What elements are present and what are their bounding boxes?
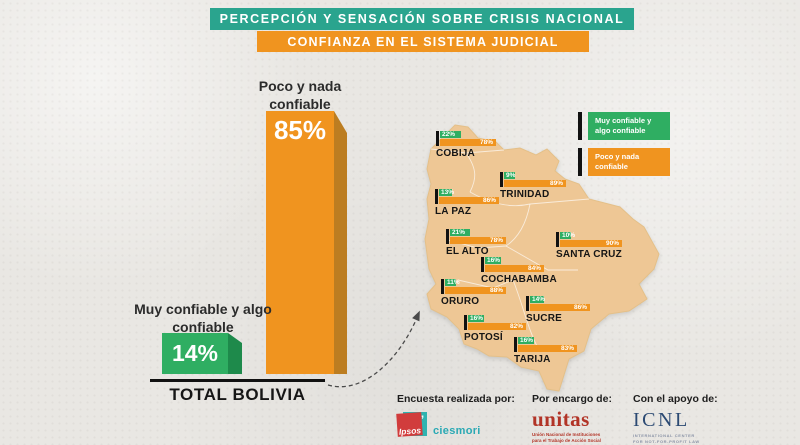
ipsos-logo-red-square: Ipsos xyxy=(396,412,423,437)
city-bar-muy-confiable: 16% xyxy=(485,257,501,264)
city-tick xyxy=(556,232,559,247)
city-marker: 16% 83% TARIJA xyxy=(514,337,577,365)
city-bar-poco-nada: 90% xyxy=(560,240,622,247)
bar-poco-nada xyxy=(266,111,347,374)
unitas-subtext-line1: Unión Nacional de Instituciones xyxy=(532,432,601,437)
subtitle: CONFIANZA EN EL SISTEMA JUDICIAL xyxy=(287,34,559,49)
bar-muy-confiable xyxy=(162,333,242,374)
total-bolivia-label: TOTAL BOLIVIA xyxy=(169,385,306,404)
bar-label-muy-confiable: Muy confiable y algo confiable xyxy=(134,301,272,336)
city-bar-poco-nada: 83% xyxy=(518,345,577,352)
city-name: TARIJA xyxy=(514,354,551,365)
city-bar-poco-nada: 78% xyxy=(450,237,506,244)
city-tick xyxy=(464,315,467,330)
city-tick xyxy=(446,229,449,244)
legend-tick xyxy=(578,112,582,140)
city-name: ORURO xyxy=(441,296,480,307)
chart-baseline xyxy=(150,379,325,382)
city-bar-muy-confiable: 14% xyxy=(530,296,546,303)
support-caption: Con el apoyo de: xyxy=(633,393,718,405)
city-bar-poco-nada: 82% xyxy=(468,323,526,330)
dashed-arrow xyxy=(327,310,420,388)
city-marker: 21% 78% EL ALTO xyxy=(446,229,506,257)
city-bar-muy-confiable: 22% xyxy=(440,131,461,138)
main-title: PERCEPCIÓN Y SENSACIÓN SOBRE CRISIS NACI… xyxy=(219,12,625,26)
city-bar-poco-nada: 88% xyxy=(445,287,506,294)
bar-muy-confiable-value: 14% xyxy=(171,340,219,366)
city-name: COBIJA xyxy=(436,148,475,159)
city-name: LA PAZ xyxy=(435,206,472,217)
subtitle-banner: CONFIANZA EN EL SISTEMA JUDICIAL xyxy=(257,31,589,52)
icnl-subtext-line2: FOR NOT-FOR-PROFIT LAW xyxy=(633,438,700,444)
bar-poco-nada-value: 85% xyxy=(273,115,327,145)
city-marker: 13% 86% LA PAZ xyxy=(435,189,499,217)
city-tick xyxy=(500,172,503,187)
bar-muy-confiable-3d-side xyxy=(228,333,242,374)
city-bar-poco-nada: 78% xyxy=(440,139,496,146)
legend-label-muy-confiable: Muy confiable y algo confiable xyxy=(588,112,670,140)
ipsos-logo-quote-glyph: ’ xyxy=(420,414,424,426)
city-bar-poco-nada: 86% xyxy=(530,304,590,311)
bar-label-poco-nada: Poco y nada confiable xyxy=(258,78,342,113)
legend-tick xyxy=(578,148,582,176)
city-marker: 10% 90% SANTA CRUZ xyxy=(556,232,622,260)
city-tick xyxy=(514,337,517,352)
city-name: SANTA CRUZ xyxy=(556,249,622,260)
city-marker: 22% 78% COBIJA xyxy=(436,131,496,159)
footer-surveyor: Encuesta realizada por: ’ Ipsos ciesmori xyxy=(396,393,515,437)
ipsos-logo: ’ Ipsos xyxy=(396,411,427,437)
icnl-subtext-line1: INTERNATIONAL CENTER xyxy=(633,433,695,438)
ipsos-wordmark: Ipsos xyxy=(398,425,422,437)
city-name: POTOSÍ xyxy=(464,332,503,343)
unitas-subtext-line2: para el Trabajo de Acción Social xyxy=(532,437,601,443)
city-name: SUCRE xyxy=(526,313,563,324)
city-bar-muy-confiable: 16% xyxy=(518,337,534,344)
bar-poco-nada-3d-side xyxy=(334,111,347,374)
city-tick xyxy=(441,279,444,294)
city-bar-muy-confiable: 10% xyxy=(560,232,576,239)
city-bar-poco-nada: 84% xyxy=(485,265,544,272)
city-tick xyxy=(436,131,439,146)
city-marker: 16% 82% POTOSÍ xyxy=(464,315,526,343)
bar-poco-nada-face xyxy=(266,111,334,374)
main-title-banner: PERCEPCIÓN Y SENSACIÓN SOBRE CRISIS NACI… xyxy=(210,8,634,30)
city-tick xyxy=(481,257,484,272)
city-bar-muy-confiable: 16% xyxy=(468,315,484,322)
city-tick xyxy=(526,296,529,311)
city-marker: 11% 88% ORURO xyxy=(441,279,506,307)
city-name: EL ALTO xyxy=(446,246,489,257)
footer-commissioner: Por encargo de: unitas Unión Nacional de… xyxy=(532,393,642,444)
city-bar-muy-confiable: 11% xyxy=(445,279,460,286)
legend-label-poco-nada: Poco y nada confiable xyxy=(588,148,670,176)
city-tick xyxy=(435,189,438,204)
legend-item-muy-confiable: Muy confiable y algo confiable xyxy=(578,112,670,140)
footer-support: Con el apoyo de: ICNL INTERNATIONAL CENT… xyxy=(633,393,718,444)
ciesmori-wordmark: ciesmori xyxy=(433,425,481,437)
city-bar-muy-confiable: 21% xyxy=(450,229,470,236)
city-name: COCHABAMBA xyxy=(481,274,557,285)
unitas-logo: unitas xyxy=(532,407,590,431)
icnl-logo: ICNL xyxy=(633,409,690,431)
city-bar-muy-confiable: 9% xyxy=(504,172,516,179)
city-marker: 14% 86% SUCRE xyxy=(526,296,590,324)
city-bar-poco-nada: 89% xyxy=(504,180,566,187)
legend-item-poco-nada: Poco y nada confiable xyxy=(578,148,670,176)
commissioner-caption: Por encargo de: xyxy=(532,393,612,405)
city-marker: 16% 84% COCHABAMBA xyxy=(481,257,557,285)
city-name: TRINIDAD xyxy=(500,189,550,200)
city-bar-poco-nada: 86% xyxy=(439,197,499,204)
surveyor-caption: Encuesta realizada por: xyxy=(397,393,515,405)
city-bar-muy-confiable: 13% xyxy=(439,189,455,196)
city-marker: 9% 89% TRINIDAD xyxy=(500,172,566,200)
bar-muy-confiable-face xyxy=(162,333,228,374)
